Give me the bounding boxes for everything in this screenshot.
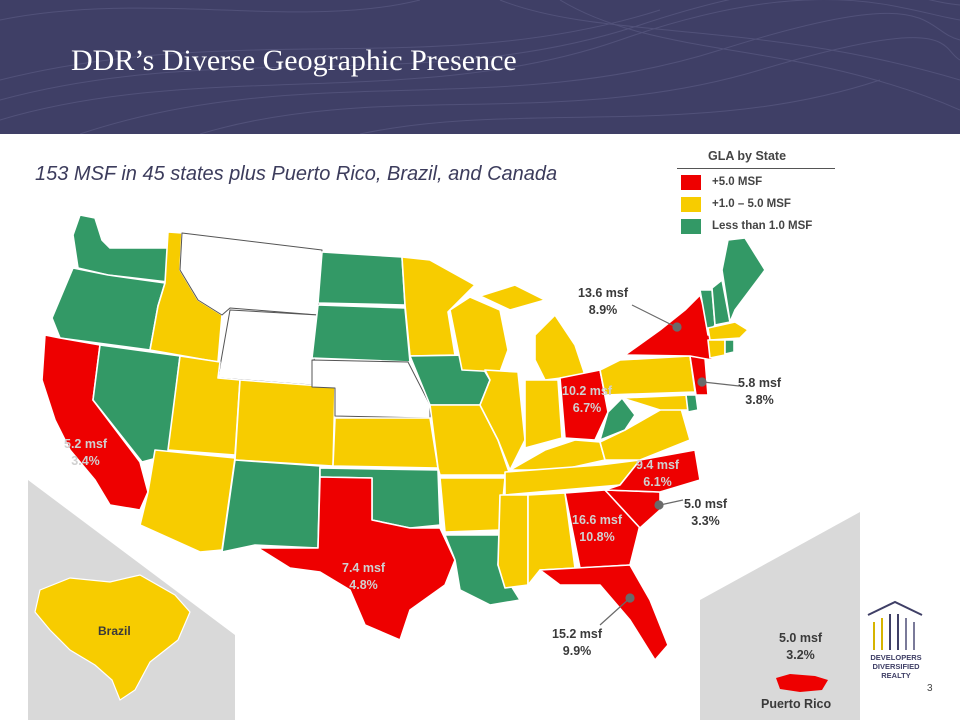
- annotation-pct: 6.1%: [643, 475, 672, 489]
- annotation-msf: 16.6 msf: [572, 513, 623, 527]
- annotation-georgia: 16.6 msf 10.8%: [572, 512, 622, 546]
- annotation-msf: 5.0 msf: [779, 631, 823, 645]
- state-new-mexico: [221, 459, 321, 553]
- logo-line: REALTY: [881, 671, 911, 680]
- annotation-pct: 4.8%: [349, 578, 378, 592]
- state-ohio: [559, 369, 609, 441]
- page-title: DDR’s Diverse Geographic Presence: [71, 44, 517, 77]
- annotation-msf: 5.2 msf: [64, 437, 108, 451]
- annotation-texas: 7.4 msf 4.8%: [342, 560, 385, 594]
- state-illinois: [479, 369, 526, 471]
- annotation-florida: 15.2 msf 9.9%: [552, 626, 602, 660]
- state-maine: [721, 237, 766, 323]
- annotation-pct: 9.9%: [562, 644, 592, 658]
- state-florida: [539, 564, 669, 661]
- state-texas: [257, 476, 456, 641]
- annotation-msf: 5.8 msf: [738, 376, 782, 390]
- annotation-msf: 5.0 msf: [684, 497, 728, 511]
- state-rhode-island: [724, 339, 735, 355]
- legend-label: +1.0 – 5.0 MSF: [712, 198, 791, 210]
- state-maryland: [621, 394, 691, 411]
- annotation-pct: 6.7%: [572, 401, 602, 415]
- state-pennsylvania: [599, 355, 696, 396]
- state-south-dakota: [311, 304, 411, 363]
- annotation-pct: 3.2%: [786, 648, 815, 662]
- annotation-ohio: 10.2 msf 6.7%: [562, 383, 612, 417]
- annotation-msf: 9.4 msf: [636, 458, 680, 472]
- state-michigan: [534, 314, 586, 381]
- state-arkansas: [439, 477, 506, 533]
- annotation-new-jersey: 5.8 msf 3.8%: [738, 375, 781, 409]
- annotation-msf: 15.2 msf: [552, 627, 603, 641]
- logo-line: DIVERSIFIED: [872, 662, 920, 671]
- company-logo-text: DEVELOPERS DIVERSIFIED REALTY: [862, 653, 930, 680]
- annotation-pct: 3.4%: [71, 454, 100, 468]
- state-oregon: [51, 267, 166, 351]
- state-mississippi: [497, 494, 529, 589]
- state-wisconsin: [449, 296, 509, 373]
- state-connecticut: [707, 339, 726, 359]
- annotation-msf: 13.6 msf: [578, 286, 629, 300]
- company-logo-mark: [867, 600, 923, 650]
- brazil-shape: [34, 574, 191, 701]
- state-virginia: [599, 404, 691, 461]
- subtitle: 153 MSF in 45 states plus Puerto Rico, B…: [35, 163, 558, 185]
- state-kansas: [332, 417, 439, 469]
- legend-swatch-small: [681, 219, 701, 234]
- annotation-puerto-rico: 5.0 msf 3.2%: [779, 630, 822, 664]
- annotation-msf: 10.2 msf: [562, 384, 613, 398]
- annotation-pct: 3.3%: [691, 514, 720, 528]
- header-decoration: [0, 0, 960, 134]
- state-colorado: [234, 379, 336, 467]
- state-minnesota: [401, 256, 476, 357]
- legend-label: +5.0 MSF: [712, 176, 763, 188]
- header-banner: DDR’s Diverse Geographic Presence: [0, 0, 960, 134]
- state-michigan-upper: [479, 284, 546, 311]
- legend-divider: [677, 168, 835, 169]
- legend-title: GLA by State: [708, 149, 787, 163]
- annotation-pct: 3.8%: [745, 393, 774, 407]
- annotation-pct: 10.8%: [579, 530, 615, 544]
- annotation-pct: 8.9%: [588, 303, 618, 317]
- state-arizona: [139, 449, 236, 553]
- legend-swatch-medium: [681, 197, 701, 212]
- state-massachusetts: [707, 321, 749, 341]
- state-west-virginia: [599, 397, 636, 441]
- puerto-rico-inset-background: [700, 512, 860, 720]
- logo-line: DEVELOPERS: [870, 653, 922, 662]
- page-number: 3: [927, 683, 933, 694]
- state-nebraska: [311, 359, 431, 419]
- annotation-north-carolina: 9.4 msf 6.1%: [636, 457, 679, 491]
- annotation-msf: 7.4 msf: [342, 561, 386, 575]
- puerto-rico-shape: [776, 674, 828, 692]
- annotation-south-carolina: 5.0 msf 3.3%: [684, 496, 727, 530]
- brazil-label: Brazil: [98, 624, 131, 638]
- annotation-california: 5.2 msf 3.4%: [64, 436, 107, 470]
- state-georgia: [564, 489, 641, 569]
- legend-label: Less than 1.0 MSF: [712, 220, 813, 232]
- legend-swatch-large: [681, 175, 701, 190]
- puerto-rico-label: Puerto Rico: [761, 697, 832, 711]
- state-indiana: [524, 379, 563, 449]
- state-new-york: [624, 294, 713, 361]
- state-delaware: [685, 394, 699, 413]
- state-wyoming: [217, 309, 319, 386]
- annotation-new-york: 13.6 msf 8.9%: [578, 285, 628, 319]
- state-north-dakota: [317, 251, 406, 306]
